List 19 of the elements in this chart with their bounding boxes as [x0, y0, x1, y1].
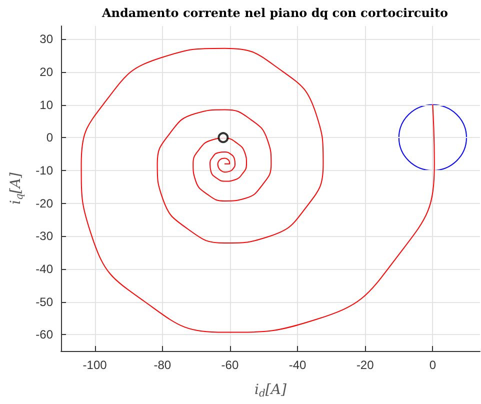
y-tick-label: 30	[40, 32, 54, 46]
y-tick-label: 10	[40, 98, 54, 112]
chart-title: Andamento corrente nel piano dq con cortocircuito	[100, 6, 448, 20]
line-series	[80, 48, 435, 333]
y-tick-label: 20	[40, 64, 54, 79]
y-tick-label: -40	[36, 262, 54, 276]
x-tick-label: 0	[429, 358, 436, 372]
y-tick-label: -10	[36, 163, 54, 178]
y-tick-label: -60	[36, 328, 54, 342]
x-tick-label: -60	[221, 358, 239, 372]
x-tick-label: -40	[288, 358, 307, 372]
x-tick-label: -100	[82, 358, 108, 372]
y-tick-label: -50	[36, 294, 54, 309]
x-tick-label: -20	[356, 358, 374, 372]
x-tick-label: -80	[154, 358, 172, 372]
y-tick-label: 0	[46, 130, 54, 145]
y-tick-label: -20	[36, 196, 54, 210]
y-axis-title: iq[A]	[8, 172, 26, 204]
y-tick-label: -30	[36, 229, 54, 244]
